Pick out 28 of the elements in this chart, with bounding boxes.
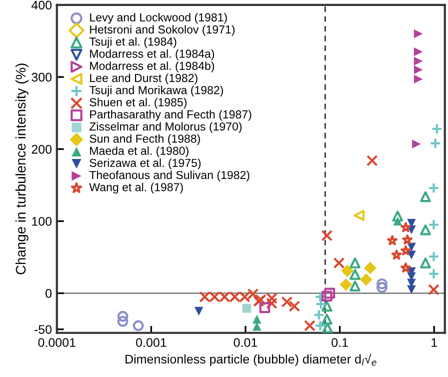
x-tick-label: 0.0001	[38, 338, 76, 347]
x-tick-label: 0.01	[234, 338, 258, 347]
legend-label: Shuen et al. (1985)	[90, 98, 187, 109]
legend-label: Tsuji and Morikawa (1982)	[89, 86, 224, 96]
y-tick-label: 400	[31, 0, 52, 10]
y-tick-label: 300	[32, 72, 52, 82]
x-tick-label: 0.001	[136, 338, 166, 347]
legend-label: Hetsroni and Sokolov (1971)	[90, 25, 235, 36]
y-axis-title: Change in turbulence intensity (%)	[15, 64, 28, 274]
legend-label: Lee and Durst (1982)	[90, 74, 198, 84]
y-tick-label: 100	[32, 216, 52, 226]
legend-label: Maeda et al. (1980)	[90, 146, 188, 158]
legend-label: Zisselmar and Molorus (1970)	[90, 122, 242, 133]
legend-label: Parthasarathy and Fecth (1987)	[90, 110, 252, 121]
legend-label: Serizawa et al. (1975)	[90, 158, 201, 170]
x-tick-label: 0.1	[332, 338, 348, 347]
legend-label: Wang et al. (1987)	[89, 182, 183, 194]
legend-label: Sun and Fecth (1988)	[90, 134, 200, 146]
legend-label: Modarress et al. (1984b)	[90, 61, 214, 72]
legend-label: Levy and Lockwood (1981)	[90, 12, 227, 24]
legend-label: Modarress et al. (1984a)	[90, 49, 214, 60]
x-axis-title: Dimensionless particle (bubble) diameter d$_{l}$√$_{e}$	[126, 354, 376, 366]
x-tick-label: 1	[432, 338, 437, 347]
y-tick-label: 200	[32, 144, 52, 154]
y-tick-label: -50	[34, 325, 52, 334]
legend-label: Theofanous and Sulivan (1982)	[89, 170, 250, 182]
legend-label: Tsuji et al. (1984)	[89, 37, 176, 48]
y-tick-label: 0	[46, 289, 52, 298]
